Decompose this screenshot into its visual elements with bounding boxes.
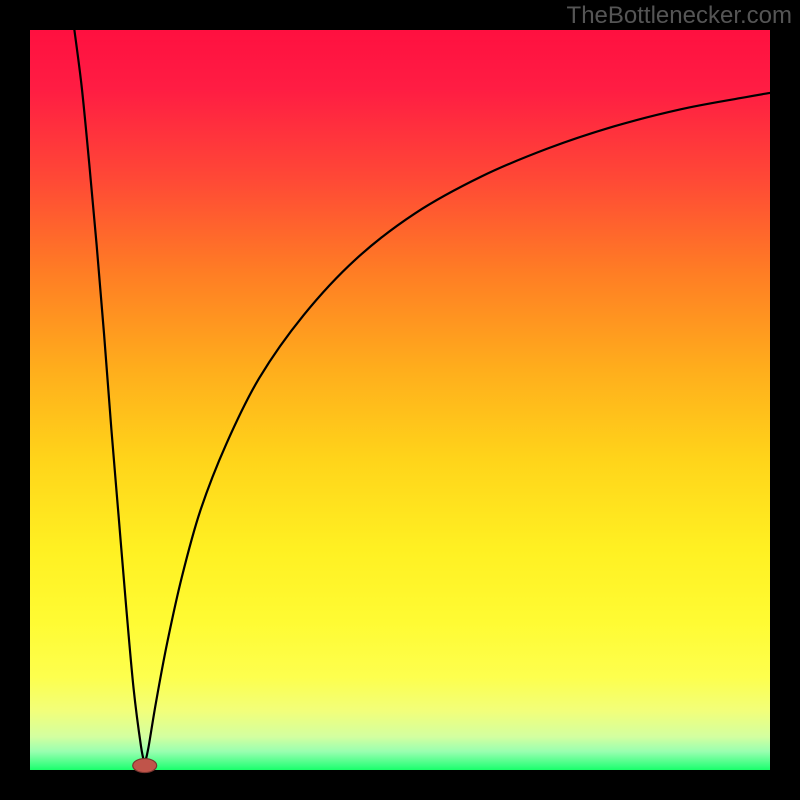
curve-left-branch <box>74 30 144 764</box>
curve-right-branch <box>145 93 770 764</box>
chart-container: TheBottlenecker.com <box>0 0 800 800</box>
chart-overlay <box>0 0 800 800</box>
cusp-marker <box>133 759 157 773</box>
